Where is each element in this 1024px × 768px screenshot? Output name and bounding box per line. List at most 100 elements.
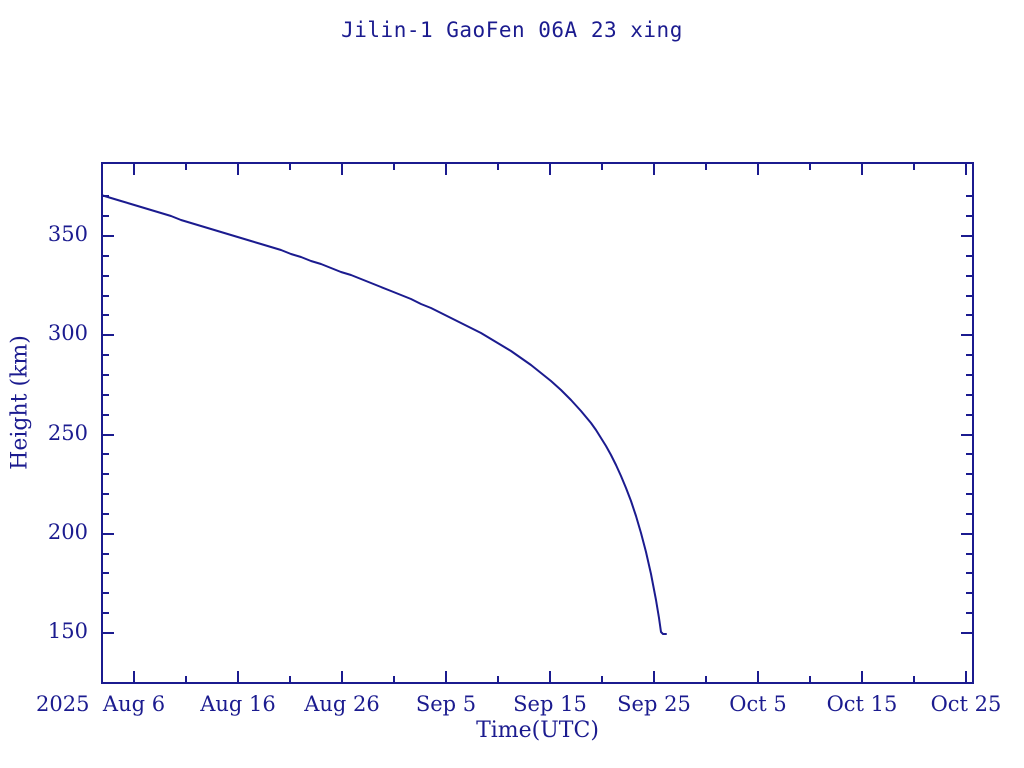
x-tick-minor <box>393 676 395 684</box>
x-tick-major-top <box>133 162 135 175</box>
x-tick-major-top <box>861 162 863 175</box>
x-tick-major <box>133 671 135 684</box>
x-tick-label: Oct 25 <box>930 692 1002 716</box>
y-tick-minor <box>101 254 109 257</box>
y-tick-minor-right <box>966 195 974 198</box>
orbital-decay-curve <box>101 194 667 635</box>
x-tick-minor-top <box>705 162 707 170</box>
y-tick-major <box>101 235 114 237</box>
x-tick-minor <box>289 676 291 684</box>
y-tick-major <box>101 532 114 535</box>
y-tick-minor <box>101 612 109 615</box>
y-tick-minor <box>101 572 109 575</box>
x-tick-major <box>861 671 863 684</box>
x-axis-title: Time(UTC) <box>476 718 599 743</box>
y-tick-minor-right <box>966 453 974 456</box>
x-tick-minor <box>913 676 915 684</box>
y-tick-minor-right <box>966 314 974 317</box>
y-tick-label: 150 <box>47 619 88 643</box>
y-tick-label: 250 <box>47 420 88 445</box>
x-tick-minor-top <box>601 162 603 170</box>
y-tick-minor-right <box>966 274 974 277</box>
y-tick-minor <box>101 453 109 456</box>
y-tick-label: 350 <box>47 222 88 246</box>
y-tick-minor <box>101 393 109 396</box>
plot-curve-area <box>101 194 667 635</box>
y-tick-minor-right <box>966 493 974 496</box>
y-tick-minor-right <box>966 572 974 575</box>
y-tick-minor-right <box>966 612 974 615</box>
x-tick-major-top <box>549 162 551 175</box>
x-tick-label: Aug 26 <box>304 692 380 716</box>
x-tick-major-top <box>445 162 447 175</box>
y-tick-major <box>101 632 114 634</box>
y-tick-label: 300 <box>47 321 88 346</box>
x-tick-label: Aug 16 <box>200 692 276 716</box>
y-axis-title: Height (km) <box>7 335 33 470</box>
y-tick-minor-right <box>966 354 974 357</box>
y-tick-major <box>101 334 114 337</box>
x-tick-minor <box>497 676 499 684</box>
x-tick-label: Sep 5 <box>415 692 477 716</box>
y-tick-major <box>101 433 114 436</box>
x-tick-major <box>653 671 655 684</box>
y-tick-minor-right <box>966 215 974 218</box>
x-tick-label: Oct 15 <box>826 692 898 716</box>
x-tick-major-top <box>341 162 343 175</box>
x-tick-label: Sep 15 <box>513 692 587 716</box>
y-tick-minor <box>101 314 109 317</box>
x-axis-year-label: 2025 <box>36 692 90 716</box>
y-tick-major-right <box>961 235 974 237</box>
y-tick-label: 200 <box>47 519 88 544</box>
x-tick-major-top <box>757 162 759 175</box>
x-tick-minor <box>185 676 187 684</box>
y-tick-major-right <box>961 632 974 634</box>
x-tick-major-top <box>237 162 239 175</box>
y-tick-minor <box>101 373 109 376</box>
y-tick-major-right <box>961 532 974 535</box>
y-tick-minor-right <box>966 373 974 376</box>
x-tick-minor-top <box>185 162 187 170</box>
y-tick-minor <box>101 215 109 218</box>
y-tick-minor <box>101 592 109 595</box>
y-tick-major-right <box>961 334 974 337</box>
y-tick-minor <box>101 493 109 496</box>
x-tick-minor <box>705 676 707 684</box>
x-tick-major <box>237 671 239 684</box>
y-tick-minor <box>101 354 109 357</box>
y-tick-minor-right <box>966 393 974 396</box>
y-tick-minor <box>101 473 109 476</box>
x-tick-major <box>757 671 759 684</box>
x-tick-major-top <box>653 162 655 175</box>
y-tick-minor <box>101 274 109 277</box>
x-tick-major <box>549 671 551 684</box>
x-tick-major-top <box>965 162 967 175</box>
plot-frame <box>101 162 974 684</box>
x-tick-major <box>341 671 343 684</box>
y-tick-minor <box>101 195 109 198</box>
y-tick-minor-right <box>966 512 974 515</box>
y-tick-minor <box>101 413 109 416</box>
y-tick-minor <box>101 294 109 297</box>
y-tick-minor-right <box>966 552 974 555</box>
y-tick-minor-right <box>966 254 974 257</box>
y-tick-minor-right <box>966 473 974 476</box>
y-tick-minor-right <box>966 294 974 297</box>
x-tick-minor-top <box>289 162 291 170</box>
x-tick-minor <box>601 676 603 684</box>
y-tick-major-right <box>961 433 974 436</box>
x-tick-label: Aug 6 <box>102 692 166 716</box>
chart-title: Jilin-1 GaoFen 06A 23 xing <box>341 18 683 42</box>
y-tick-minor-right <box>966 592 974 595</box>
x-tick-minor-top <box>393 162 395 170</box>
x-tick-minor <box>809 676 811 684</box>
x-tick-label: Sep 25 <box>617 692 691 716</box>
y-tick-minor <box>101 552 109 555</box>
x-tick-major <box>445 671 447 684</box>
y-tick-minor-right <box>966 413 974 416</box>
x-tick-minor-top <box>497 162 499 170</box>
y-tick-minor <box>101 512 109 515</box>
x-tick-minor-top <box>809 162 811 170</box>
x-tick-minor-top <box>913 162 915 170</box>
